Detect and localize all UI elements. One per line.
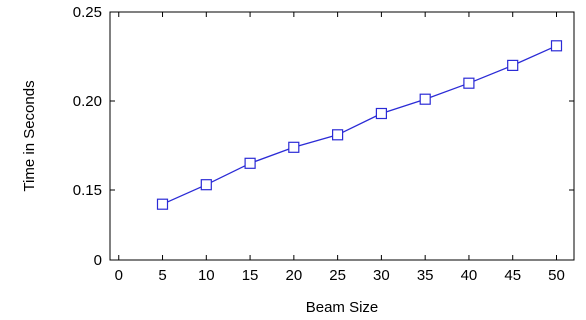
- series-line: [162, 45, 557, 205]
- data-point-marker: [156, 198, 169, 210]
- y-tick-label: 0.15: [73, 182, 102, 199]
- data-point-marker: [332, 129, 344, 141]
- data-point-marker: [419, 93, 431, 105]
- data-point-marker: [288, 141, 300, 153]
- x-tick-label: 30: [373, 267, 390, 284]
- x-axis-ticks: 0 5 10 15 20 25 30 35 40 45 50: [115, 12, 565, 284]
- data-point-marker: [200, 179, 212, 191]
- x-tick-label: 50: [548, 267, 565, 284]
- data-point-marker: [550, 40, 563, 52]
- y-axis-label: Time in Seconds: [21, 80, 38, 191]
- data-point-marker: [463, 77, 475, 89]
- x-tick-label: 25: [329, 267, 346, 284]
- plot-frame: [109, 11, 575, 261]
- x-tick-label: 45: [504, 267, 521, 284]
- x-tick-label: 10: [198, 267, 215, 284]
- data-point-marker: [375, 107, 387, 120]
- y-axis-ticks: 0 0.15 0.20 0.25: [73, 4, 574, 269]
- series-layer: [156, 40, 563, 210]
- y-tick-label: 0: [94, 252, 102, 269]
- x-tick-label: 5: [158, 267, 166, 284]
- x-tick-label: 0: [115, 267, 123, 284]
- y-tick-label: 0.20: [73, 93, 102, 110]
- data-point-marker: [507, 59, 519, 72]
- x-tick-label: 15: [242, 267, 259, 284]
- x-tick-label: 20: [286, 267, 303, 284]
- data-point-marker: [244, 157, 256, 169]
- x-tick-label: 35: [417, 267, 434, 284]
- y-tick-label: 0.25: [73, 4, 102, 21]
- x-axis-label: Beam Size: [306, 299, 379, 316]
- x-tick-label: 40: [461, 267, 478, 284]
